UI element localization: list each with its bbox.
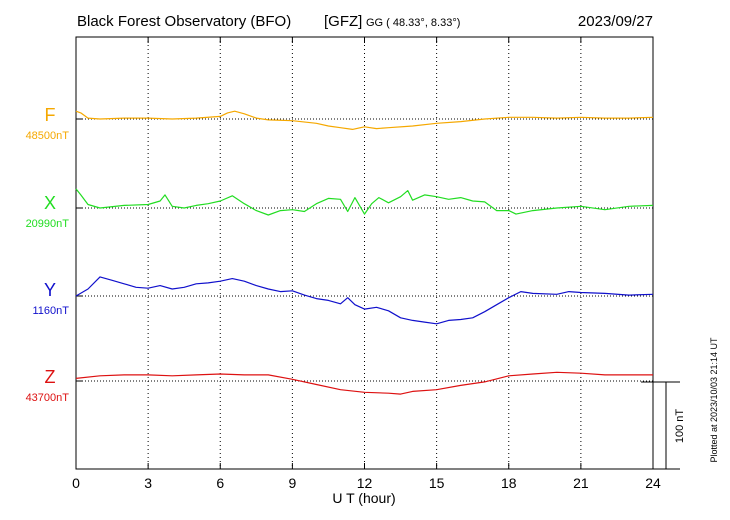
series-baseline-value-z: 43700nT [26,392,70,404]
series-name-y: Y [44,280,56,300]
series-name-x: X [44,193,56,213]
institute-label: [GFZ] [324,13,362,30]
series-lines [75,110,654,395]
x-tick-label: 15 [429,475,445,491]
series-baseline-value-x: 20990nT [26,218,70,230]
plotted-timestamp: Plotted at 2023/10/03 21:14 UT [709,337,719,463]
series-name-f: F [45,105,56,125]
x-tick-label: 12 [357,475,373,491]
series-name-z: Z [45,367,56,387]
x-tick-label: 24 [645,475,661,491]
x-tick-label: 6 [216,475,224,491]
scale-bar-label: 100 nT [674,409,686,444]
series-labels: F 48500nT X 20990nT Y 1160nT Z 43700nT [26,105,70,404]
series-baseline-value-f: 48500nT [26,130,70,142]
series-baseline-value-y: 1160nT [33,305,70,317]
series-line-x [75,188,654,216]
coordinates-label: GG ( 48.33°, 8.33°) [366,17,460,29]
chart-title: Black Forest Observatory (BFO) [77,13,291,30]
scale-bar [641,381,680,470]
x-axis-ticks: 0 3 6 9 12 15 18 21 24 [72,37,661,491]
x-tick-label: 9 [288,475,296,491]
series-line-f [75,110,654,130]
x-tick-label: 0 [72,475,80,491]
series-line-y [75,276,654,325]
date-label: 2023/09/27 [578,13,653,30]
x-axis-label: U T (hour) [332,490,395,506]
series-line-z [75,371,653,395]
x-tick-label: 21 [573,475,589,491]
x-tick-label: 18 [501,475,517,491]
x-tick-label: 3 [144,475,152,491]
grid-lines [147,37,582,469]
